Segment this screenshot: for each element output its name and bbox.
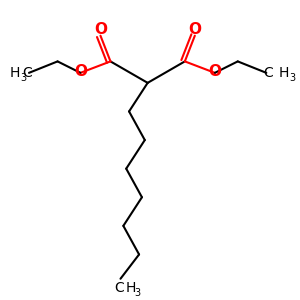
Text: O: O: [188, 22, 201, 37]
Text: O: O: [74, 64, 87, 79]
Text: 3: 3: [290, 73, 296, 83]
Text: C: C: [263, 66, 273, 80]
Text: H: H: [278, 66, 289, 80]
Text: O: O: [208, 64, 221, 79]
Text: H: H: [125, 281, 136, 295]
Text: O: O: [94, 22, 107, 37]
Text: C: C: [114, 281, 124, 295]
Text: C: C: [23, 66, 32, 80]
Text: 3: 3: [20, 73, 26, 83]
Text: H: H: [10, 66, 20, 80]
Text: 3: 3: [134, 288, 140, 298]
